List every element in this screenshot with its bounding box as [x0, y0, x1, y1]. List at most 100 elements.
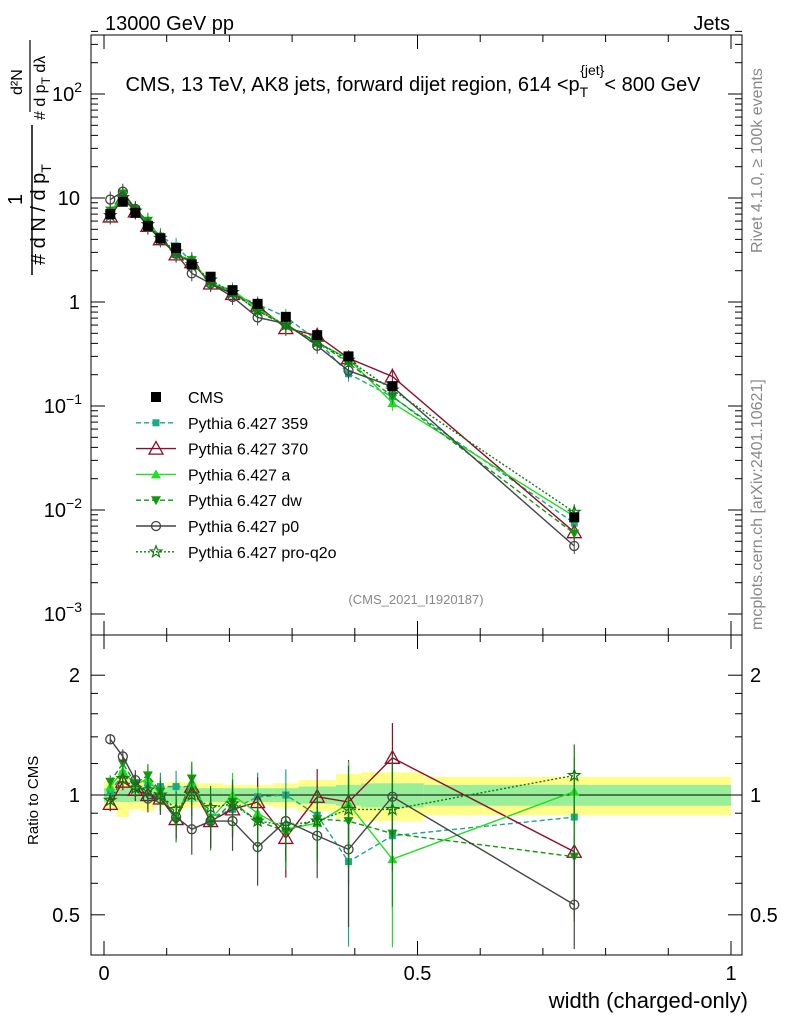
svg-text:1: 1 — [5, 194, 27, 205]
ratio-marker — [341, 801, 356, 816]
ratio-marker — [309, 813, 325, 828]
cms-point — [387, 381, 398, 392]
y-tick-label: 1 — [69, 292, 80, 314]
ratio-marker — [225, 796, 240, 811]
analysis-watermark: (CMS_2021_I1920187) — [348, 592, 483, 607]
rivet-label: Rivet 4.1.0, ≥ 100k events — [749, 68, 766, 253]
cms-point — [105, 209, 116, 220]
legend-marker — [150, 520, 162, 532]
y-tick-label: 10−1 — [44, 391, 82, 418]
ratio-marker — [566, 767, 582, 782]
legend-item: Pythia 6.427 359 — [136, 416, 308, 433]
cms-point — [343, 351, 354, 362]
ratio-marker — [203, 799, 218, 814]
main-plot: 10−3 10−2 10−1 1 10 102 — [44, 30, 743, 955]
ratio-marker — [140, 782, 156, 797]
y-tick-label: 102 — [52, 79, 82, 106]
ratio-plot: 0 0.5 1 0.5 0.5 1 1 2 2 — [52, 634, 778, 985]
ratio-marker — [105, 777, 116, 787]
series-0-main — [106, 188, 578, 532]
header-left: 13000 GeV pp — [105, 13, 234, 35]
data-marker — [569, 540, 580, 552]
ratio-tick-label-right: 2 — [750, 665, 761, 687]
series-4-ratio — [105, 734, 580, 950]
ratio-marker — [250, 813, 265, 828]
mcplots-label: mcplots.cern.ch [arXiv:2401.10621] — [749, 379, 766, 630]
cms-point — [205, 271, 216, 282]
y-tick-label: 10−2 — [44, 495, 82, 522]
legend-item: CMS — [151, 390, 224, 407]
cms-data — [105, 196, 580, 523]
y-axis-label: # d N / d pT 1 # d pT dλ d²N — [5, 40, 54, 275]
ratio-tick-label: 0.5 — [52, 905, 80, 927]
ratio-y-label: Ratio to CMS — [25, 756, 42, 845]
series-line — [109, 192, 575, 535]
ratio-marker — [569, 899, 580, 910]
ratio-marker — [172, 783, 180, 791]
ratio-tick-label: 2 — [69, 665, 80, 687]
cms-point — [142, 220, 153, 231]
cms-point — [252, 298, 263, 309]
data-marker — [278, 316, 294, 332]
ratio-marker — [168, 801, 184, 816]
legend-marker — [151, 496, 161, 506]
svg-text:d²N: d²N — [9, 69, 26, 95]
cms-point — [171, 243, 182, 254]
ratio-tick-label: 1 — [69, 785, 80, 807]
legend: CMS Pythia 6.427 359 Pythia 6.427 370 Pythi… — [136, 390, 337, 562]
ratio-marker — [153, 787, 168, 802]
legend-item: Pythia 6.427 p0 — [136, 519, 299, 536]
ratio-marker — [105, 734, 116, 745]
data-marker — [105, 194, 116, 205]
ratio-marker — [127, 780, 143, 795]
y-tick-label: 10−3 — [44, 599, 82, 626]
cms-point — [312, 330, 323, 341]
legend-marker — [151, 469, 161, 479]
ratio-marker — [278, 817, 294, 832]
x-tick-label: 0.5 — [404, 963, 432, 985]
chart-title: CMS, 13 TeV, AK8 jets, forward dijet reg… — [125, 62, 701, 100]
ratio-marker — [385, 801, 400, 816]
legend-label: Pythia 6.427 a — [188, 467, 290, 484]
x-axis-label: width (charged-only) — [548, 988, 748, 1013]
x-tick-label: 1 — [725, 963, 736, 985]
data-marker — [569, 529, 580, 539]
legend-label: Pythia 6.427 370 — [188, 442, 308, 459]
ratio-marker — [115, 770, 131, 785]
legend-marker — [152, 419, 160, 427]
ratio-marker — [117, 751, 128, 762]
legend-label: Pythia 6.427 p0 — [188, 519, 299, 536]
cms-point — [569, 512, 580, 523]
cms-point — [186, 259, 197, 270]
legend-item: Pythia 6.427 370 — [136, 440, 308, 459]
legend-label: Pythia 6.427 dw — [188, 493, 302, 510]
legend-label: Pythia 6.427 pro-q2o — [188, 545, 337, 562]
legend-item: Pythia 6.427 pro-q2o — [136, 544, 337, 562]
ratio-marker — [142, 771, 153, 781]
svg-text:# d pT dλ: # d pT dλ — [32, 56, 53, 120]
cms-point — [227, 285, 238, 296]
legend-label: CMS — [188, 390, 224, 407]
legend-item: Pythia 6.427 a — [136, 467, 290, 484]
series-ratio-line — [109, 738, 575, 906]
series-4-main — [105, 183, 580, 555]
ratio-tick-label-right: 1 — [750, 785, 761, 807]
ratio-tick-label-right: 0.5 — [750, 905, 778, 927]
ratio-marker — [184, 787, 200, 802]
legend-marker — [147, 440, 165, 455]
legend-marker — [151, 392, 161, 402]
header-right: Jets — [693, 13, 730, 35]
ratio-marker — [102, 792, 118, 807]
series-5-ratio — [102, 744, 582, 872]
legend-item: Pythia 6.427 dw — [136, 493, 302, 510]
cms-point — [117, 196, 128, 207]
cms-point — [280, 311, 291, 322]
ratio-marker — [186, 824, 197, 835]
cms-point — [155, 233, 166, 244]
x-tick-label: 0 — [98, 963, 109, 985]
cms-point — [130, 207, 141, 218]
y-tick-label: 10 — [58, 188, 80, 210]
legend-marker — [148, 544, 164, 559]
legend-label: Pythia 6.427 359 — [188, 416, 308, 433]
